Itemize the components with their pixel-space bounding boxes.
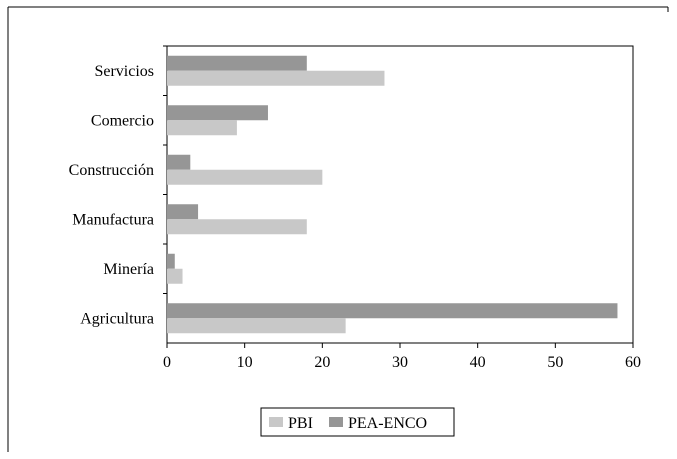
category-label-manufactura: Manufactura bbox=[72, 211, 154, 228]
category-label-agricultura: Agricultura bbox=[80, 310, 154, 327]
bar-pbi-agricultura bbox=[167, 318, 346, 334]
legend-swatch-pea-enco bbox=[329, 417, 343, 427]
x-tick-label-0: 0 bbox=[163, 354, 171, 371]
bar-pbi-comercio bbox=[167, 120, 237, 136]
bar-pea-enco-agricultura bbox=[167, 303, 618, 319]
plot-area bbox=[166, 45, 634, 344]
category-labels: Servicios Comercio Construcción Manufactura… bbox=[69, 63, 154, 328]
bar-pbi-mineria bbox=[167, 268, 183, 284]
x-tick-label-30: 30 bbox=[392, 354, 408, 371]
bars-layer bbox=[167, 55, 618, 334]
legend: PBI PEA-ENCO bbox=[260, 407, 455, 437]
bar-pbi-manufactura bbox=[167, 219, 307, 235]
legend-box bbox=[260, 407, 455, 437]
x-tick-label-20: 20 bbox=[314, 354, 330, 371]
legend-label-pbi: PBI bbox=[288, 415, 313, 432]
category-label-servicios: Servicios bbox=[94, 63, 154, 80]
x-tick-label-40: 40 bbox=[470, 354, 486, 371]
x-axis: 0 10 20 30 40 50 60 bbox=[163, 45, 641, 371]
legend-label-pea-enco: PEA-ENCO bbox=[348, 415, 427, 432]
x-tick-label-10: 10 bbox=[237, 354, 253, 371]
bar-pbi-servicios bbox=[167, 70, 385, 86]
x-tick-label-50: 50 bbox=[547, 354, 563, 371]
category-label-construccion: Construcción bbox=[69, 162, 154, 179]
legend-swatch-pbi bbox=[269, 417, 283, 427]
category-label-comercio: Comercio bbox=[91, 112, 154, 129]
bar-pbi-construccion bbox=[167, 169, 323, 185]
bar-pea-enco-construccion bbox=[167, 154, 191, 170]
bar-pea-enco-manufactura bbox=[167, 204, 199, 220]
bar-pea-enco-servicios bbox=[167, 55, 307, 71]
bar-pea-enco-mineria bbox=[167, 253, 175, 269]
bar-pea-enco-comercio bbox=[167, 105, 268, 121]
x-tick-label-60: 60 bbox=[625, 354, 641, 371]
category-label-mineria: Minería bbox=[103, 261, 154, 278]
